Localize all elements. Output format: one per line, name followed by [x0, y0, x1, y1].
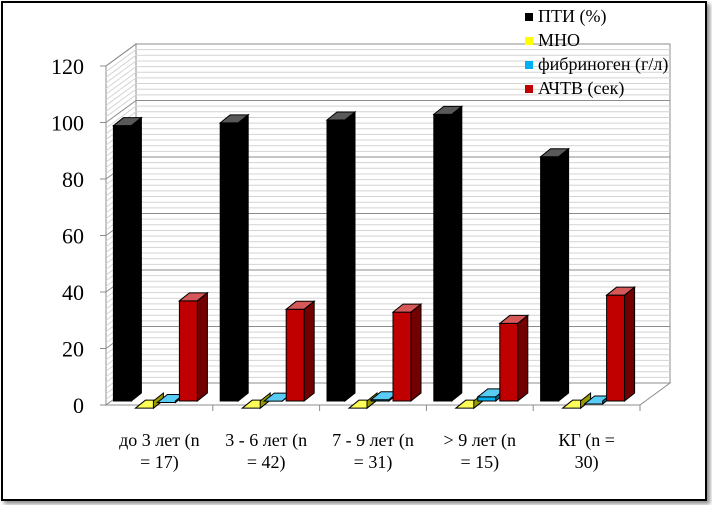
gridline	[105, 77, 670, 101]
gridline	[105, 71, 670, 95]
legend-swatch	[525, 13, 533, 21]
bar-side	[558, 147, 570, 403]
x-category-label: КГ (n = 30)	[558, 430, 615, 473]
bar-side	[237, 113, 249, 403]
x-category-label: 3 - 6 лет (n = 42)	[225, 430, 307, 473]
legend-label: МНО	[538, 30, 580, 50]
y-tick-label: 60	[62, 224, 84, 249]
y-tick-label: 120	[51, 54, 84, 79]
y-tick-label: 100	[51, 111, 84, 136]
x-category-label: 7 - 9 лет (n = 31)	[332, 430, 414, 473]
bar-front	[392, 311, 412, 402]
gridline	[105, 43, 670, 67]
x-category-label-line: 7 - 9 лет (n	[332, 430, 414, 451]
legend: ПТИ (%) МНО фибриноген (г/л) АЧТВ (сек)	[525, 6, 668, 99]
y-tick-label: 0	[73, 393, 84, 418]
x-category-label-line: 30)	[575, 452, 599, 473]
gridline	[105, 100, 670, 123]
gridline	[105, 94, 670, 118]
y-axis-ticks: 0 20 40 60 80 100 120	[51, 54, 106, 418]
bar-side	[196, 291, 208, 403]
bar-side	[517, 314, 529, 403]
legend-swatch	[525, 85, 533, 93]
bar-side	[344, 110, 356, 403]
x-category-label-line: КГ (n =	[558, 430, 615, 451]
y-tick-label: 20	[62, 337, 84, 362]
x-category-label-line: 3 - 6 лет (n	[225, 430, 307, 451]
legend-swatch	[525, 61, 533, 69]
bar-1-3	[325, 110, 357, 403]
gridline	[105, 83, 670, 106]
y-tick-label: 80	[62, 167, 84, 192]
x-category-label: до 3 лет (n = 17)	[119, 430, 200, 473]
bar-side	[130, 116, 142, 403]
bar-1-4	[432, 105, 464, 403]
bar-front	[477, 396, 497, 402]
bar-front	[606, 294, 626, 402]
gridline	[105, 49, 670, 73]
bar-4-2	[284, 300, 316, 403]
gridline	[105, 105, 670, 129]
bars	[111, 105, 641, 411]
legend-label: АЧТВ (сек)	[538, 78, 624, 99]
gridline	[105, 54, 670, 78]
bar-front	[219, 122, 239, 402]
bar-front	[285, 308, 305, 402]
x-category-label-line: = 15)	[460, 452, 499, 473]
x-category-label-line: = 31)	[354, 452, 393, 473]
bar-front	[326, 119, 346, 402]
bar-side	[410, 303, 422, 403]
bar-front	[433, 113, 453, 402]
legend-label: фибриноген (г/л)	[538, 54, 668, 75]
bar-4-3	[391, 303, 423, 403]
bar-front	[540, 156, 560, 402]
x-category-label: > 9 лет (n = 15)	[444, 430, 516, 473]
bar-1-2	[218, 113, 250, 403]
bar-side	[303, 300, 315, 403]
gridline	[105, 88, 670, 112]
legend-label: ПТИ (%)	[538, 6, 606, 27]
bar-front	[112, 125, 132, 402]
gridline	[105, 60, 670, 84]
legend-swatch	[525, 37, 533, 45]
bar-1-1	[111, 116, 143, 403]
x-category-label-line: > 9 лет (n	[444, 430, 516, 451]
x-category-label-line: = 17)	[140, 452, 179, 473]
bar-1-5	[539, 147, 571, 403]
bar-side	[624, 286, 636, 403]
bar-4-5	[605, 286, 637, 403]
bar-front	[499, 322, 519, 402]
x-category-label-line: до 3 лет (n	[119, 430, 200, 451]
y-tick-label: 40	[62, 280, 84, 305]
bar-side	[451, 105, 463, 403]
bar-front	[178, 300, 198, 402]
gridline	[105, 66, 670, 90]
x-category-label-line: = 42)	[247, 452, 286, 473]
bar-4-1	[177, 291, 209, 403]
x-axis-labels: до 3 лет (n = 17) 3 - 6 лет (n = 42) 7 - 9 л…	[119, 430, 615, 473]
bar-4-4	[498, 314, 530, 403]
